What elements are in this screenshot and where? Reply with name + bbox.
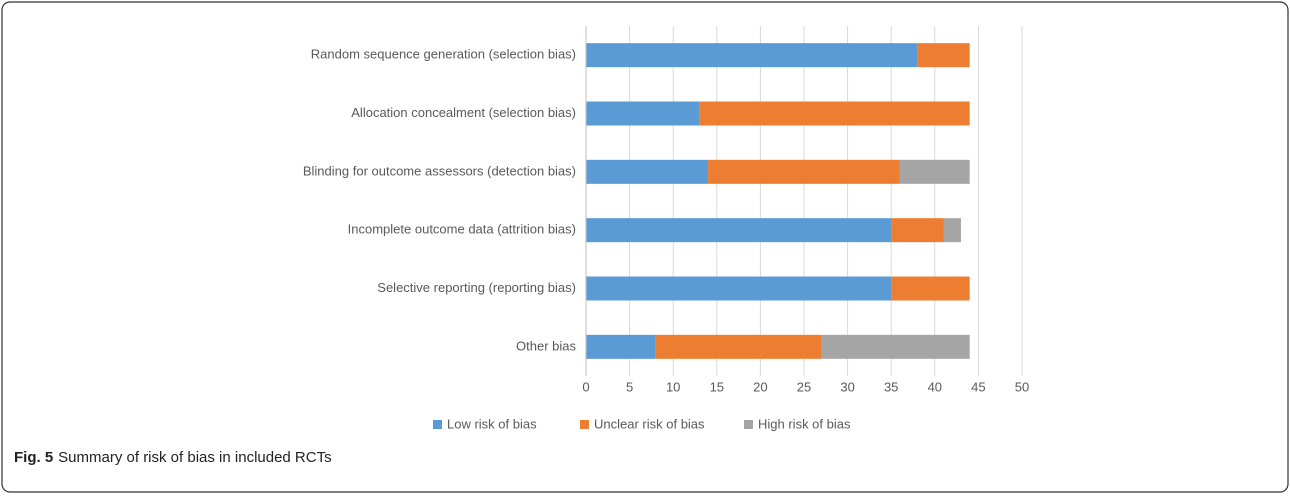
y-tick-label: Random sequence generation (selection bi… bbox=[311, 47, 576, 62]
legend-label: High risk of bias bbox=[758, 416, 851, 431]
x-tick-label: 15 bbox=[710, 379, 724, 394]
caption: Fig. 5 Summary of risk of bias in include… bbox=[14, 449, 332, 466]
bar-segment bbox=[586, 276, 892, 301]
bar-segment bbox=[891, 276, 970, 301]
caption-label: Fig. 5 bbox=[14, 449, 53, 466]
x-tick-label: 30 bbox=[840, 379, 854, 394]
bar-segment bbox=[699, 101, 970, 126]
y-tick-label: Blinding for outcome assessors (detectio… bbox=[303, 163, 576, 178]
bar-segment bbox=[655, 334, 822, 359]
x-tick-label: 20 bbox=[753, 379, 767, 394]
legend-swatch bbox=[433, 420, 442, 429]
y-tick-label: Allocation concealment (selection bias) bbox=[351, 105, 576, 120]
bar-segment bbox=[586, 43, 918, 68]
x-tick-label: 50 bbox=[1015, 379, 1029, 394]
legend-label: Unclear risk of bias bbox=[594, 416, 705, 431]
x-tick-label: 5 bbox=[626, 379, 633, 394]
bar-segment bbox=[899, 159, 970, 184]
bar-segment bbox=[917, 43, 970, 68]
x-tick-label: 25 bbox=[797, 379, 811, 394]
caption-text: Summary of risk of bias in included RCTs bbox=[58, 449, 331, 466]
bar-segment bbox=[586, 101, 700, 126]
bar-segment bbox=[708, 159, 900, 184]
y-tick-label: Selective reporting (reporting bias) bbox=[377, 280, 576, 295]
bar-segment bbox=[821, 334, 970, 359]
x-tick-label: 40 bbox=[928, 379, 942, 394]
y-tick-label: Incomplete outcome data (attrition bias) bbox=[348, 222, 576, 237]
bar-segment bbox=[891, 218, 944, 243]
y-tick-label: Other bias bbox=[516, 338, 576, 353]
bar-segment bbox=[586, 218, 892, 243]
legend-label: Low risk of bias bbox=[447, 416, 537, 431]
bar-segment bbox=[586, 159, 709, 184]
legend-swatch bbox=[744, 420, 753, 429]
bar-segment bbox=[586, 334, 656, 359]
x-tick-label: 45 bbox=[971, 379, 985, 394]
x-tick-label: 10 bbox=[666, 379, 680, 394]
x-tick-label: 0 bbox=[582, 379, 589, 394]
bar-segment bbox=[943, 218, 961, 243]
x-tick-label: 35 bbox=[884, 379, 898, 394]
legend-swatch bbox=[580, 420, 589, 429]
